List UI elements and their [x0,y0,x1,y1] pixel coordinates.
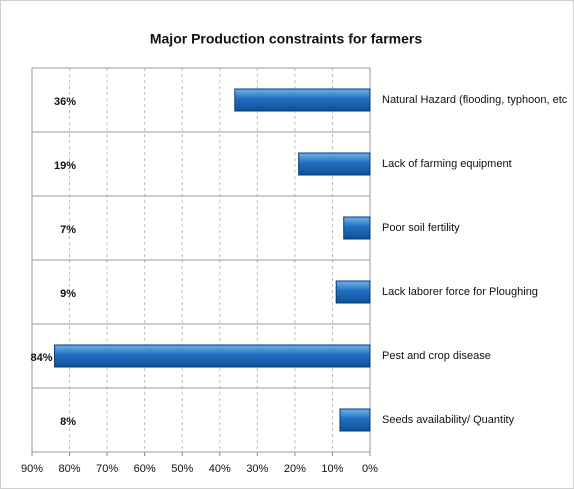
bar [298,152,371,176]
x-tick-label: 70% [96,463,118,475]
value-label: 7% [60,224,76,236]
bar [339,408,371,432]
value-label: 19% [54,160,76,172]
x-tick-label: 50% [171,463,193,475]
category-label: Seeds availability/ Quantity [382,414,515,426]
category-label: Natural Hazard (flooding, typhoon, etc [382,94,568,106]
value-label: 36% [54,96,76,108]
x-tick-label: 90% [21,463,43,475]
category-label: Lack of farming equipment [382,158,512,170]
x-tick-label: 40% [209,463,231,475]
category-label: Lack laborer force for Ploughing [382,286,538,298]
value-label: 84% [31,352,53,364]
bar [234,88,371,112]
x-tick-label: 30% [246,463,268,475]
x-tick-label: 0% [362,463,378,475]
bar [335,280,371,304]
bar [343,216,371,240]
x-tick-label: 10% [321,463,343,475]
x-tick-label: 20% [284,463,306,475]
value-label: 8% [60,416,76,428]
chart-title: Major Production constraints for farmers [150,31,422,47]
x-tick-label: 60% [134,463,156,475]
category-label: Pest and crop disease [382,350,491,362]
x-tick-label: 80% [59,463,81,475]
value-label: 9% [60,288,76,300]
category-label: Poor soil fertility [382,222,460,234]
bar [54,344,371,368]
